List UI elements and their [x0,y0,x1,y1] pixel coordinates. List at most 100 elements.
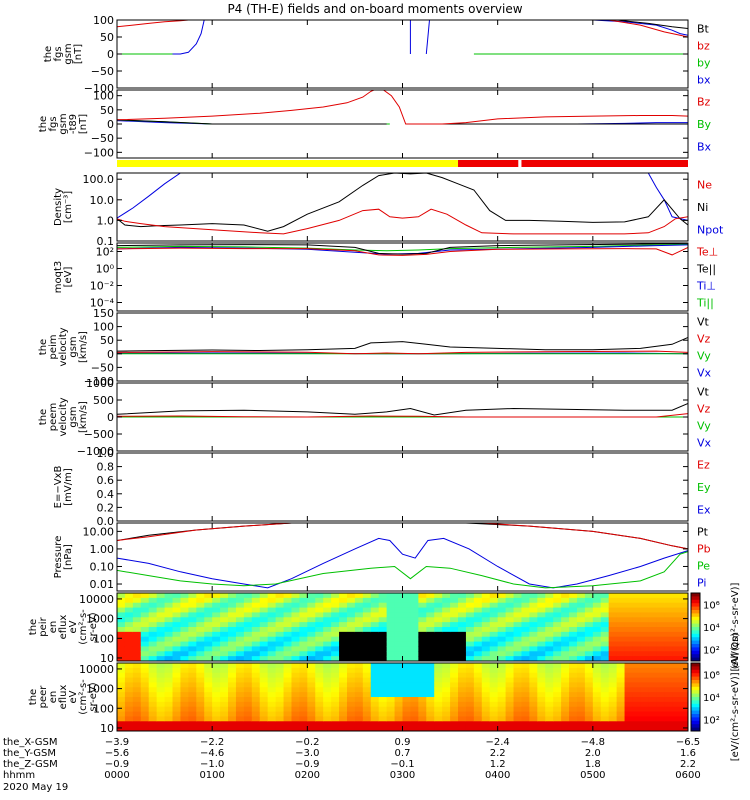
heat-cell [497,701,507,708]
heat-cell [442,701,451,708]
heat-cell [204,656,213,661]
heat-cell [370,697,380,703]
heat-cell [608,726,618,731]
heat-cell [362,607,372,614]
heat-cell [537,597,546,604]
heat-cell [164,607,174,614]
heat-cell [450,622,459,628]
heat-cell [529,627,538,633]
heat-cell [370,651,380,657]
y-axis-label: sr-eV) [88,612,99,641]
heat-cell [378,716,388,722]
heat-cell [553,697,562,703]
heat-cell [537,627,546,633]
heat-cell [172,607,182,614]
x-row-value: −3.0 [295,748,319,759]
heat-cell [434,646,443,652]
heat-cell [251,617,261,623]
heat-cell [291,711,301,718]
heat-cell [140,651,150,657]
heat-cell [529,701,538,708]
heat-cell [465,667,475,674]
heat-cell [648,607,657,614]
y-axis-label: [nPa] [63,544,74,570]
heat-cell [497,636,507,643]
heat-cell [473,677,483,684]
heat-cell [331,636,340,643]
heat-cell [362,697,372,703]
y-tick-label: 10 [100,722,114,735]
heat-cell [283,726,293,731]
heat-cell [228,663,237,669]
heat-cell [402,726,412,731]
heat-cell [156,593,166,599]
heat-cell [204,663,213,669]
colorbar-label: [eV/(cm²-s-sr-eV)] (All Qs) [730,633,741,762]
heat-cell [473,656,483,661]
heat-cell [164,636,174,643]
heat-cell [378,631,388,638]
heat-cell [370,687,380,693]
heat-cell [672,602,681,609]
heat-cell [172,612,182,618]
heat-cell [489,716,499,722]
heat-cell [616,622,626,628]
heat-cell [489,651,499,657]
heat-cell [608,663,618,669]
heat-cell [235,602,245,609]
heat-cell [164,701,174,708]
heat-cell [640,677,649,684]
heat-cell [569,593,578,599]
heat-cell [576,687,586,693]
heat-cell [188,667,197,674]
heat-cell [172,726,182,731]
heat-cell [172,687,182,693]
heat-cell [608,597,618,604]
heat-cell [172,716,182,722]
heat-cell [156,617,166,623]
heat-cell [117,597,126,604]
heat-cell [346,607,356,614]
heat-cell [331,646,340,652]
heat-cell [481,641,491,648]
heat-cell [473,687,483,693]
heat-cell [339,677,348,684]
heat-cell [220,656,229,661]
heat-cell [220,711,229,718]
heat-cell [640,663,649,669]
heat-cell [124,602,134,609]
heat-cell [188,677,197,684]
heat-cell [378,701,388,708]
heat-cell [386,627,396,633]
heat-cell [386,682,396,688]
heat-cell [584,607,594,614]
heat-cell [434,622,443,628]
x-row-value: 1.2 [490,759,506,770]
heat-cell [394,711,404,718]
heat-cell [180,607,189,614]
heat-cell [386,646,396,652]
heat-cell [402,721,412,727]
heat-cell [164,622,174,628]
heat-cell [394,636,404,643]
heat-cell [370,677,380,684]
heat-cell [339,593,348,599]
heat-cell [521,711,530,718]
heat-cell [664,726,673,731]
heat-cell [259,663,269,669]
heat-cell [307,656,316,661]
heat-cell [680,672,688,679]
heat-cell [212,651,221,657]
heat-cell [680,677,688,684]
heat-cell [196,641,205,648]
heat-cell [386,636,396,643]
heat-cell [569,672,578,679]
heat-cell [117,697,126,703]
heat-cell [465,607,475,614]
heat-cell [386,631,396,638]
x-row-value: −2.2 [200,737,224,748]
heat-cell [299,677,308,684]
heat-cell [553,663,562,669]
heat-cell [117,646,126,652]
heat-cell [188,631,197,638]
